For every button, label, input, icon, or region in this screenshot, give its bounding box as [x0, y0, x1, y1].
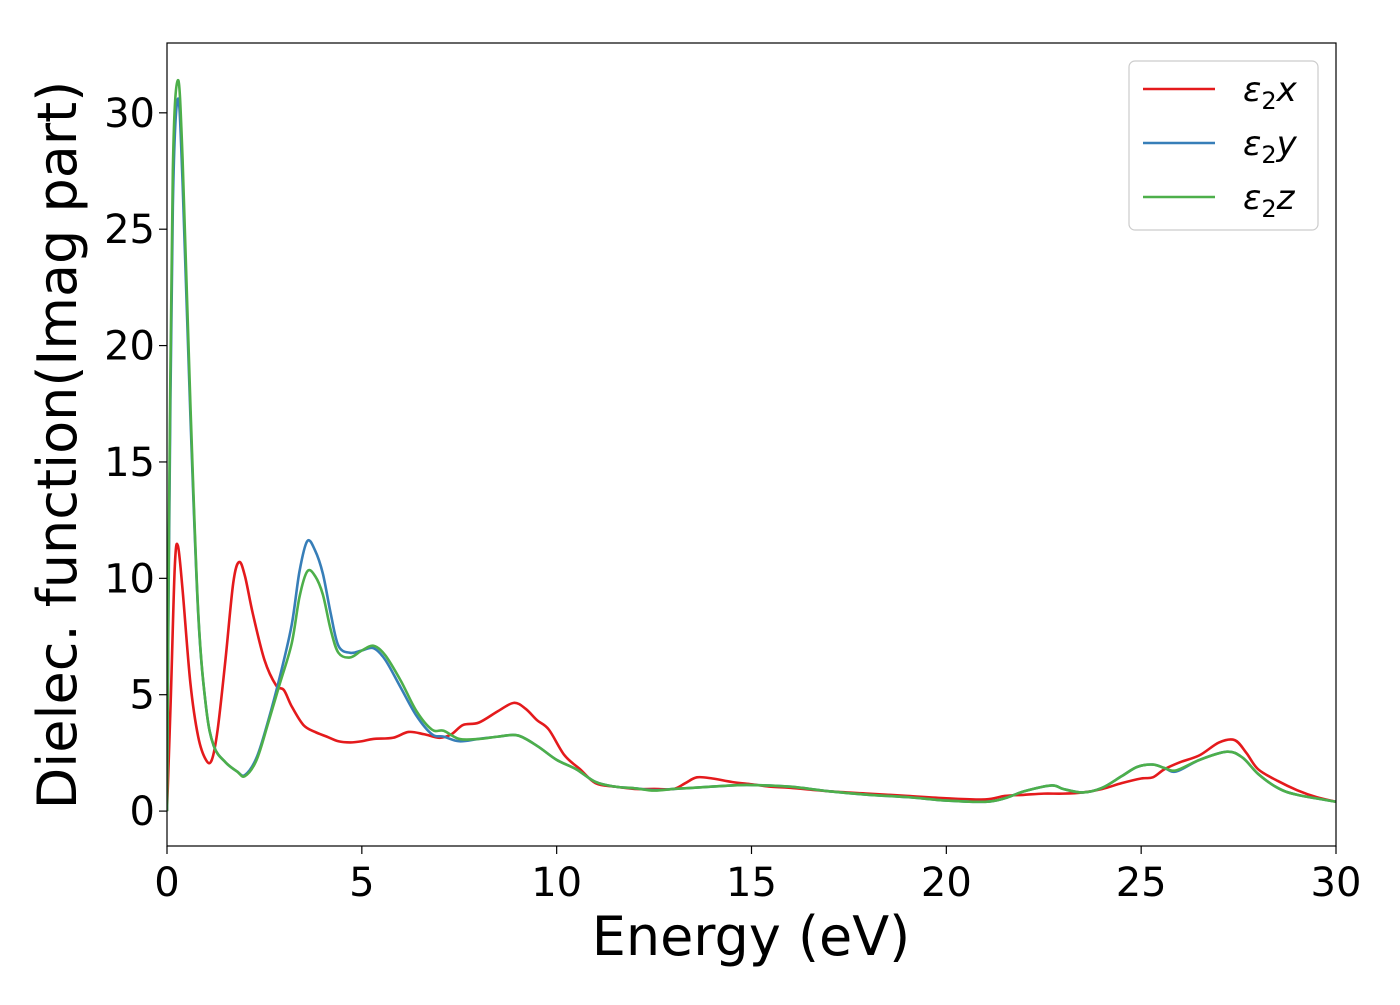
legend-label-x: ε2x [1243, 70, 1298, 115]
legend-label-z: ε2z [1243, 178, 1296, 223]
y-tick-label: 30 [104, 91, 155, 137]
series-lines [167, 78, 1336, 812]
plot-area [166, 42, 1337, 847]
x-tick-label: 30 [1311, 860, 1362, 906]
x-tick-label: 20 [921, 860, 972, 906]
legend-label-y: ε2y [1243, 124, 1298, 169]
y-tick-label: 15 [104, 440, 155, 486]
y-tick-label: 10 [104, 556, 155, 602]
y-tick-label: 25 [104, 207, 155, 253]
x-tick-label: 15 [726, 860, 777, 906]
legend-box [1128, 60, 1319, 231]
series-line-x [167, 542, 1336, 812]
x-axis-ticks: 0 5 10 15 20 25 30 [154, 846, 1361, 906]
y-axis-ticks: 0 5 10 15 20 25 30 [104, 91, 167, 835]
legend: ε2x ε2y ε2z [1128, 60, 1319, 231]
y-tick-label: 20 [104, 324, 155, 370]
x-tick-label: 5 [349, 860, 374, 906]
y-axis-label: Dielec. function(Imag part) [26, 81, 89, 810]
x-tick-label: 10 [531, 860, 582, 906]
x-tick-label: 25 [1116, 860, 1167, 906]
y-tick-label: 5 [130, 673, 155, 719]
series-line-z [167, 78, 1336, 812]
x-tick-label: 0 [154, 860, 179, 906]
y-tick-label: 0 [130, 789, 155, 835]
x-axis-label: Energy (eV) [592, 905, 911, 968]
